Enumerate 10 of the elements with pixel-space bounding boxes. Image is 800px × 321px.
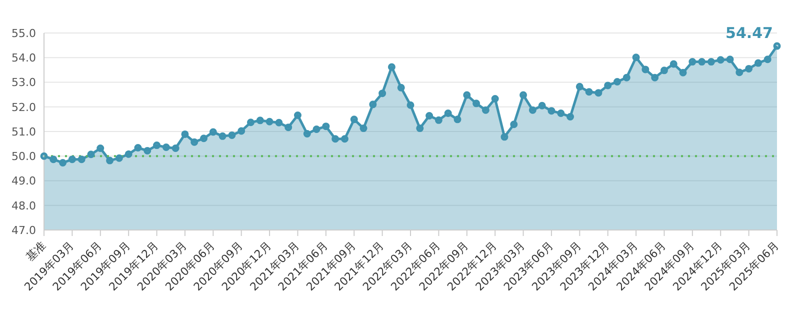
data-label: 54.47 <box>726 24 773 42</box>
y-tick-label: 49.0 <box>12 174 36 188</box>
y-tick-label: 48.0 <box>12 199 36 212</box>
y-tick-label: 51.0 <box>12 125 36 138</box>
y-tick-label: 54.0 <box>12 52 36 65</box>
y-tick-label: 47.0 <box>12 224 36 237</box>
y-tick-label: 50.0 <box>12 150 36 164</box>
y-tick-label: 52.0 <box>12 100 36 114</box>
y-tick-label: 53.0 <box>12 76 36 90</box>
y-tick-label: 55.0 <box>12 26 36 40</box>
